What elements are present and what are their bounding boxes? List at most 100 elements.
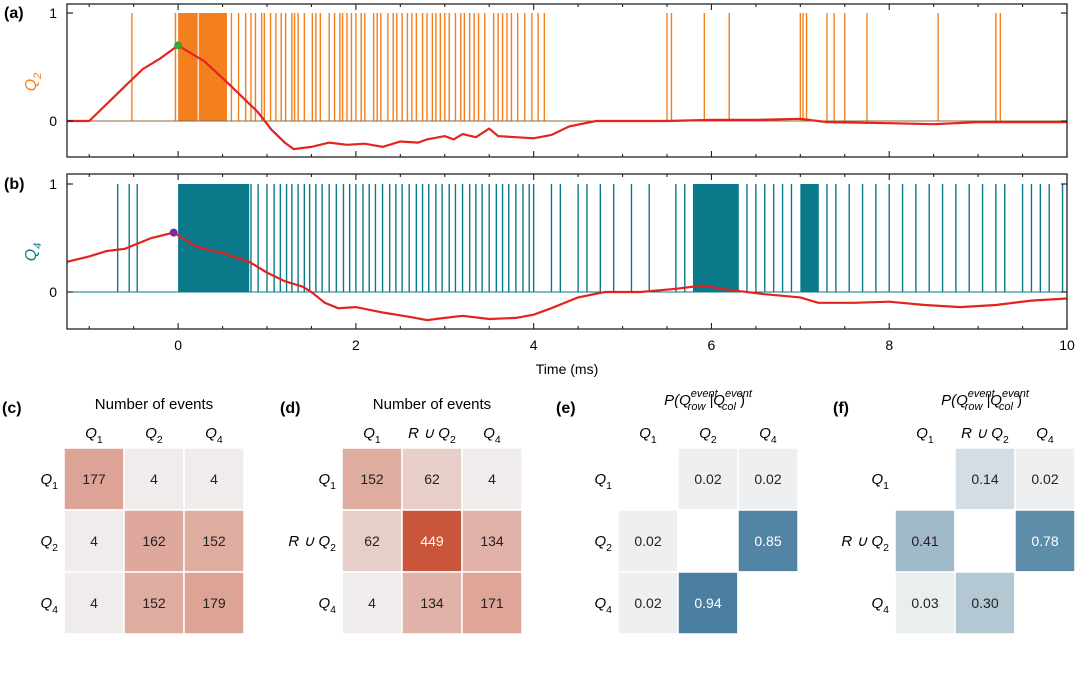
panel-c-row-label-0-sub: 1 xyxy=(52,480,58,492)
panel-b-ylabel-main: Q xyxy=(23,249,40,261)
panel-e-cell-1-2 xyxy=(737,509,799,573)
panel-a-ylabel-main: Q xyxy=(23,79,40,91)
panel-f-title-part-0: P(Q xyxy=(941,392,968,409)
panel-f-col-label-2-sub: 4 xyxy=(1048,434,1054,446)
panel-e-title-part-1: event xyxy=(691,388,719,400)
panel-d-row-label-2: Q4 xyxy=(318,595,336,616)
panel-c-row-label-1-sub: 2 xyxy=(52,542,58,554)
b-ytick-label-0: 1 xyxy=(49,176,57,192)
panel-e-title: P(Qevent row |Qevent col) xyxy=(664,388,753,413)
panel-d-row-label-0-sub: 1 xyxy=(330,480,336,492)
panel-f-cell-0-2 xyxy=(1014,447,1076,511)
panel-c-row-label-2-main: Q xyxy=(40,595,52,612)
panel-f-col-label-1: R ∪ Q2 xyxy=(961,425,1009,446)
panel-c-col-label-1-main: Q xyxy=(145,425,157,442)
panel-d-row-label-2-sub: 4 xyxy=(330,604,336,616)
panel-f-title-part-4: event xyxy=(1002,388,1030,400)
time-axis-label: Time (ms) xyxy=(536,361,598,377)
panel-b-label: (b) xyxy=(4,176,24,193)
panel-c-col-label-2: Q4 xyxy=(205,425,223,446)
b-dense-block-1 xyxy=(693,184,739,292)
panel-e-cell-0-1 xyxy=(677,447,739,511)
panel-a-yticks: 10 xyxy=(49,5,1067,129)
panel-c-cell-text-0-0: 177 xyxy=(82,471,106,487)
b-dense-block-0 xyxy=(178,184,250,292)
panel-b: (b) 10 Q4 0 2 4 6 8 10 Time (ms) xyxy=(4,173,1075,377)
panel-e-cell-text-0-2: 0.02 xyxy=(754,471,781,487)
panel-f-row-label-1-sub: 2 xyxy=(883,542,889,554)
panel-e-row-label-2-sub: 4 xyxy=(606,604,612,616)
panel-f-col-label-2: Q4 xyxy=(1036,425,1054,446)
panel-c-col-label-0-sub: 1 xyxy=(97,434,103,446)
panel-e-cell-text-2-1: 0.94 xyxy=(694,595,721,611)
panel-c-cell-text-2-2: 179 xyxy=(202,595,226,611)
panel-d-title: Number of events xyxy=(373,396,491,413)
panel-c-col-label-0-main: Q xyxy=(85,425,97,442)
time-tick-label-0: 0 xyxy=(174,337,182,353)
panel-f-cell-text-1-2: 0.78 xyxy=(1031,533,1058,549)
panel-e-cell-2-2 xyxy=(737,571,799,635)
panel-c-row-label-1: Q2 xyxy=(40,533,58,554)
panel-c-cell-text-0-2: 4 xyxy=(210,471,218,487)
panel-d-col-label-0-main: Q xyxy=(363,425,375,442)
panel-f-row-label-2-sub: 4 xyxy=(883,604,889,616)
panel-c-label: (c) xyxy=(2,400,22,417)
panel-e-row-label-0-main: Q xyxy=(594,471,606,488)
panel-f-label: (f) xyxy=(833,400,849,417)
a-ytick-label-0: 1 xyxy=(49,5,57,21)
panel-f-cell-0-0 xyxy=(894,447,956,511)
panel-e-cell-1-1 xyxy=(677,509,739,573)
panel-a-frame xyxy=(66,3,1068,158)
panel-e-title-part-5: col xyxy=(722,401,737,413)
panel-c-col-label-1: Q2 xyxy=(145,425,163,446)
panel-d-cell-text-1-2: 134 xyxy=(480,533,504,549)
panel-c-col-label-2-sub: 4 xyxy=(217,434,223,446)
panel-b-red-trace xyxy=(66,231,1068,322)
panel-f-row-label-2: Q4 xyxy=(871,595,889,616)
panel-f-cell-2-2 xyxy=(1014,571,1076,635)
panel-f-title: P(Qevent row |Qevent col) xyxy=(941,388,1030,413)
panel-c-col-label-0: Q1 xyxy=(85,425,103,446)
panel-d-row-label-0: Q1 xyxy=(318,471,336,492)
panel-f-title-part-3: |Q xyxy=(986,392,1002,409)
panel-f-col-label-0: Q1 xyxy=(916,425,934,446)
panel-d-col-label-2-sub: 4 xyxy=(495,434,501,446)
panel-b-xticks xyxy=(88,174,1068,329)
panel-d-cell-1-2 xyxy=(461,509,523,573)
panel-c-cell-text-2-1: 152 xyxy=(142,595,166,611)
panel-e-cell-2-0 xyxy=(617,571,679,635)
panel-c-row-label-2-sub: 4 xyxy=(52,604,58,616)
b-ytick-label-1: 0 xyxy=(49,284,57,300)
panel-c-cell-1-0 xyxy=(63,509,125,573)
panel-c-cell-2-2 xyxy=(183,571,245,635)
panel-c-row-label-0-main: Q xyxy=(40,471,52,488)
panel-a-ylabel: Q2 xyxy=(23,73,44,92)
panel-d-cell-1-1 xyxy=(401,509,463,573)
panel-c-col-label-1-sub: 2 xyxy=(157,434,163,446)
panel-e-col-label-1-main: Q xyxy=(699,425,711,442)
panel-e-col-label-0-main: Q xyxy=(639,425,651,442)
time-tick-label-8: 8 xyxy=(885,337,893,353)
panel-a-marker-point xyxy=(174,41,183,50)
panel-e-cell-0-0 xyxy=(617,447,679,511)
panel-a-xticks xyxy=(88,4,1068,157)
panel-f-cell-text-2-1: 0.30 xyxy=(971,595,998,611)
panel-d-col-label-1: R ∪ Q2 xyxy=(408,425,456,446)
panel-f-cell-text-2-0: 0.03 xyxy=(911,595,938,611)
panel-e-col-label-2-sub: 4 xyxy=(771,434,777,446)
panel-e-col-label-2: Q4 xyxy=(759,425,777,446)
panel-f-col-label-0-main: Q xyxy=(916,425,928,442)
panel-f-cell-text-0-2: 0.02 xyxy=(1031,471,1058,487)
panel-b-yticks: 10 xyxy=(49,176,1067,300)
panel-d-cell-1-0 xyxy=(341,509,403,573)
panel-a-red-trace xyxy=(67,44,1067,151)
panel-e-row-label-1-main: Q xyxy=(594,533,606,550)
panel-c-cell-text-1-2: 152 xyxy=(202,533,226,549)
panel-f-col-label-2-main: Q xyxy=(1036,425,1048,442)
panel-a: (a) 10 Q2 xyxy=(4,3,1068,158)
panel-d-row-label-1-sub: 2 xyxy=(330,542,336,554)
panel-f-title-part-5: col xyxy=(999,401,1014,413)
panel-d-col-label-2-main: Q xyxy=(483,425,495,442)
